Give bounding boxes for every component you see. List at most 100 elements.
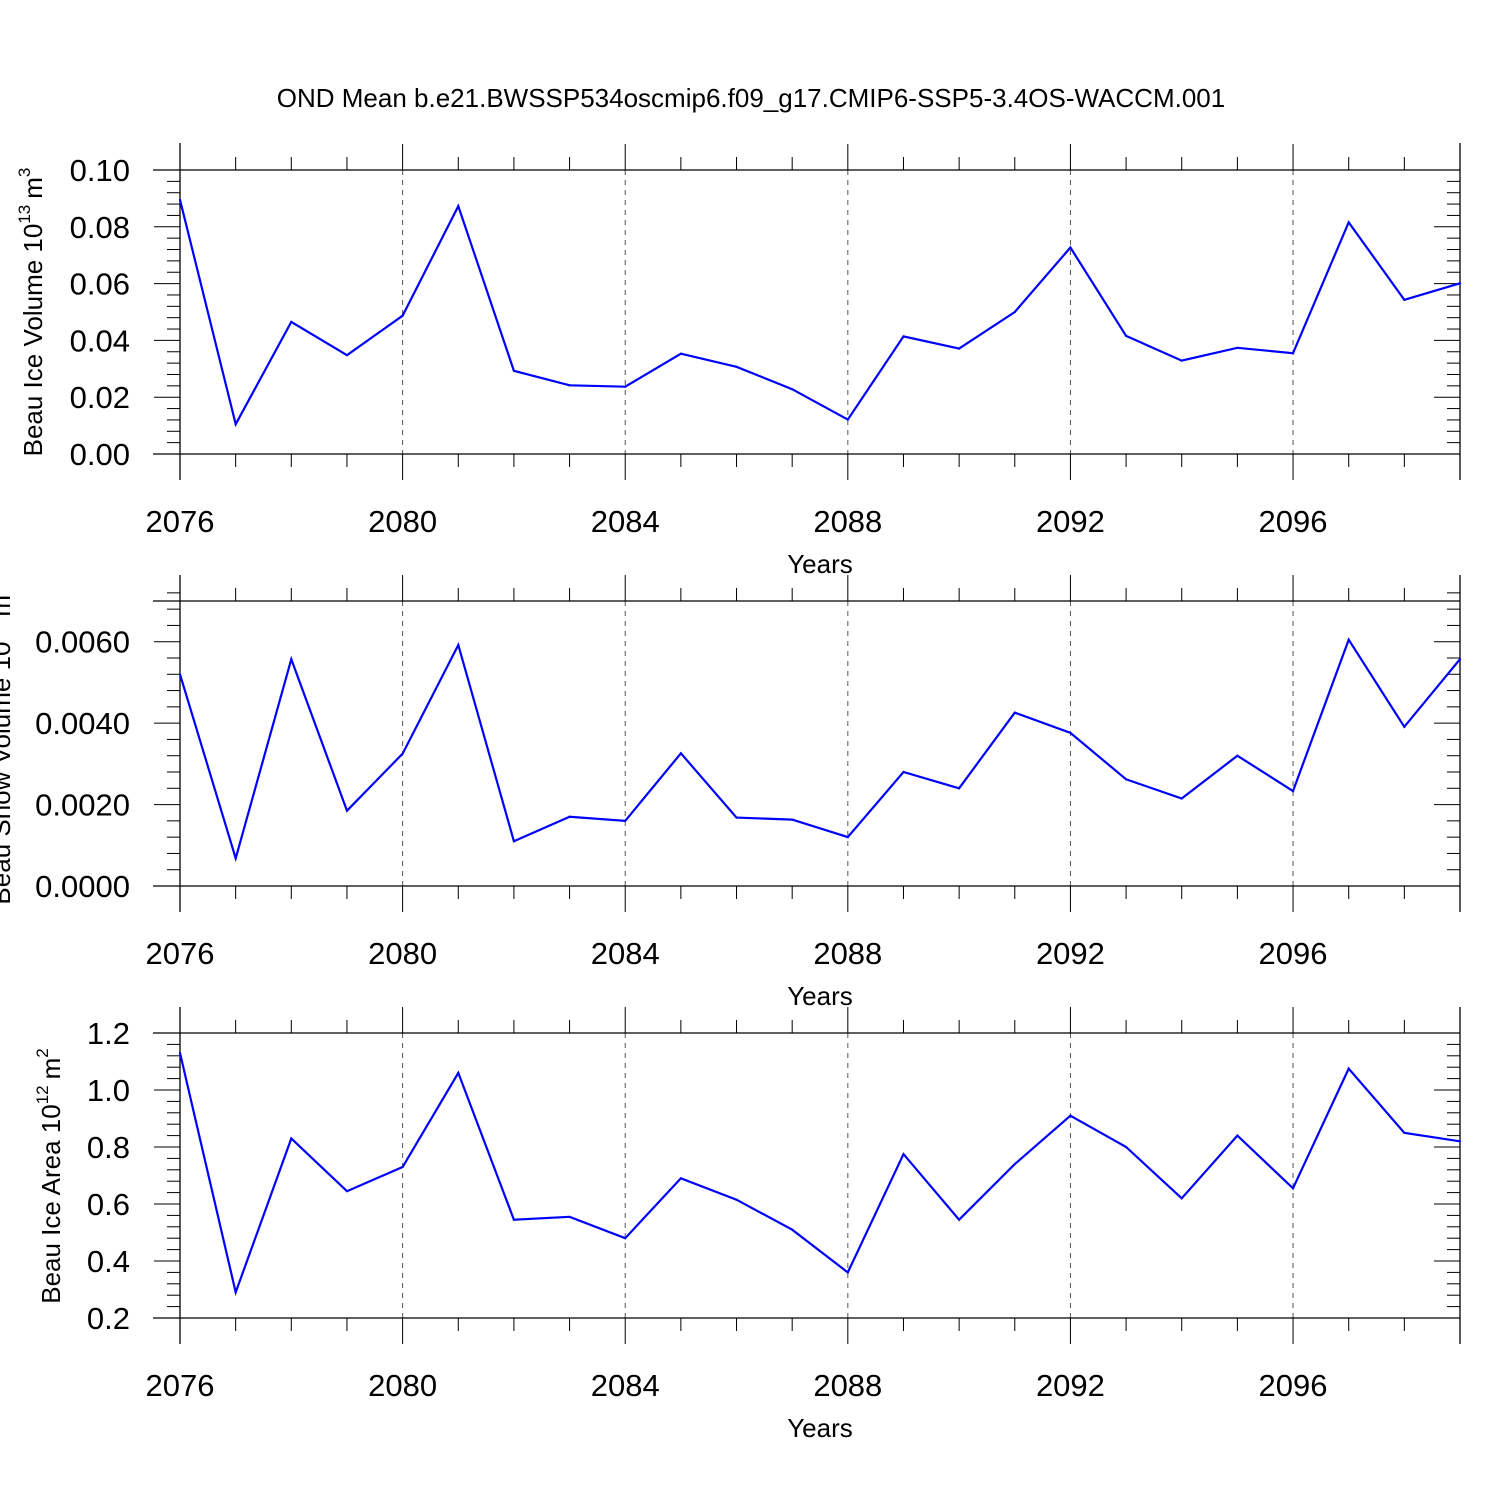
data-point <box>1403 1131 1406 1134</box>
x-tick-label: 2084 <box>591 504 660 539</box>
data-point <box>1458 658 1462 661</box>
data-point <box>958 787 961 790</box>
y-axis-label-unit-exponent: 2 <box>33 1048 52 1057</box>
y-tick-label: 0.04 <box>70 323 130 358</box>
data-point <box>1291 352 1295 355</box>
y-axis-label-text: Beau Snow Volume 10 <box>0 641 16 904</box>
data-point <box>679 1177 682 1180</box>
data-point <box>290 658 293 661</box>
data-point <box>791 818 794 821</box>
data-point <box>1236 754 1239 757</box>
x-tick-label: 2092 <box>1036 1368 1105 1403</box>
data-point <box>345 354 349 357</box>
x-axis-label: Years <box>787 549 853 579</box>
figure-title: OND Mean b.e21.BWSSP534oscmip6.f09_g17.C… <box>277 83 1225 113</box>
y-tick-label: 0.2 <box>87 1301 130 1336</box>
data-point <box>1180 797 1183 800</box>
data-point <box>1069 246 1072 249</box>
data-point <box>1347 1067 1350 1070</box>
x-axis-label: Years <box>787 1413 853 1443</box>
data-point <box>290 320 293 324</box>
x-tick-label: 2076 <box>146 1368 215 1403</box>
data-point <box>1013 711 1016 714</box>
data-point <box>791 1228 794 1231</box>
x-tick-label: 2088 <box>813 504 882 539</box>
y-tick-label: 0.6 <box>87 1187 130 1222</box>
data-point <box>624 819 627 822</box>
y-tick-label: 1.0 <box>87 1073 130 1108</box>
y-axis-label: Beau Ice Area 1012 m2 <box>33 1048 66 1304</box>
x-tick-label: 2096 <box>1259 1368 1328 1403</box>
y-tick-label: 0.8 <box>87 1130 130 1165</box>
data-point <box>624 1237 627 1240</box>
y-tick-label: 0.02 <box>70 380 130 415</box>
data-point <box>345 809 349 812</box>
data-point <box>512 1218 516 1221</box>
data-point <box>846 418 849 421</box>
data-point <box>401 1165 404 1169</box>
data-point <box>178 198 182 201</box>
y-axis-label-exponent: 13 <box>0 623 2 642</box>
data-point <box>1291 790 1295 793</box>
y-axis-label-unit: m <box>0 595 16 617</box>
x-tick-label: 2080 <box>368 504 437 539</box>
data-point <box>1013 310 1016 314</box>
x-tick-label: 2076 <box>146 936 215 971</box>
data-point <box>1180 1197 1183 1200</box>
y-tick-label: 0.4 <box>87 1244 130 1279</box>
data-point <box>1291 1187 1295 1190</box>
data-point <box>1069 1114 1072 1117</box>
data-point <box>1347 221 1350 224</box>
data-point <box>902 1153 905 1156</box>
data-point <box>457 204 460 208</box>
data-point <box>234 1291 237 1294</box>
y-axis-label-unit: m <box>36 1058 66 1080</box>
data-point <box>1180 359 1183 362</box>
data-point <box>1236 1134 1239 1137</box>
series-line <box>178 1052 1461 1297</box>
data-point <box>457 1071 460 1074</box>
x-tick-label: 2088 <box>813 936 882 971</box>
data-point <box>791 388 794 391</box>
y-axis-label-unit-exponent: 3 <box>0 585 2 594</box>
y-tick-label: 0.0060 <box>35 625 130 660</box>
data-point <box>1124 778 1128 781</box>
y-tick-label: 0.0020 <box>35 788 130 823</box>
data-point <box>1347 638 1350 641</box>
y-axis-label-exponent: 13 <box>15 205 34 224</box>
y-tick-label: 0.00 <box>70 437 130 472</box>
data-point <box>234 423 237 426</box>
data-point <box>679 352 682 355</box>
y-tick-label: 0.10 <box>70 153 130 188</box>
y-tick-label: 0.08 <box>70 210 130 245</box>
y-axis-label-exponent: 12 <box>33 1085 52 1104</box>
data-point <box>1236 346 1239 349</box>
data-point <box>1124 1145 1128 1149</box>
x-tick-label: 2084 <box>591 936 660 971</box>
data-point <box>1069 731 1072 735</box>
series-line <box>178 199 1461 428</box>
data-point <box>735 1198 738 1201</box>
x-tick-label: 2080 <box>368 936 437 971</box>
chart-panel-3: 0.2 0.4 0.6 0.8 1.0 1.2 2076 2080 2084 2088 2092 20… <box>33 1007 1462 1443</box>
y-axis-label-unit: m <box>18 177 48 199</box>
x-tick-label: 2080 <box>368 1368 437 1403</box>
data-point <box>401 752 404 755</box>
y-axis-label: Beau Snow Volume 1013 m3 <box>0 585 16 904</box>
data-point <box>679 752 682 755</box>
data-point <box>1458 282 1462 285</box>
data-point <box>1124 334 1128 337</box>
data-point <box>902 335 905 338</box>
data-point <box>735 816 738 819</box>
chart-panel-2: 0.0000 0.0020 0.0040 0.0060 2076 2080 2084 2088… <box>0 575 1462 1011</box>
x-tick-label: 2096 <box>1259 504 1328 539</box>
x-tick-label: 2092 <box>1036 504 1105 539</box>
data-point <box>568 815 571 818</box>
data-point <box>1458 1140 1462 1143</box>
data-point <box>290 1137 293 1140</box>
data-point <box>178 673 182 676</box>
data-point <box>1403 298 1406 301</box>
x-tick-label: 2096 <box>1259 936 1328 971</box>
x-tick-label: 2076 <box>146 504 215 539</box>
series-line <box>178 637 1461 863</box>
